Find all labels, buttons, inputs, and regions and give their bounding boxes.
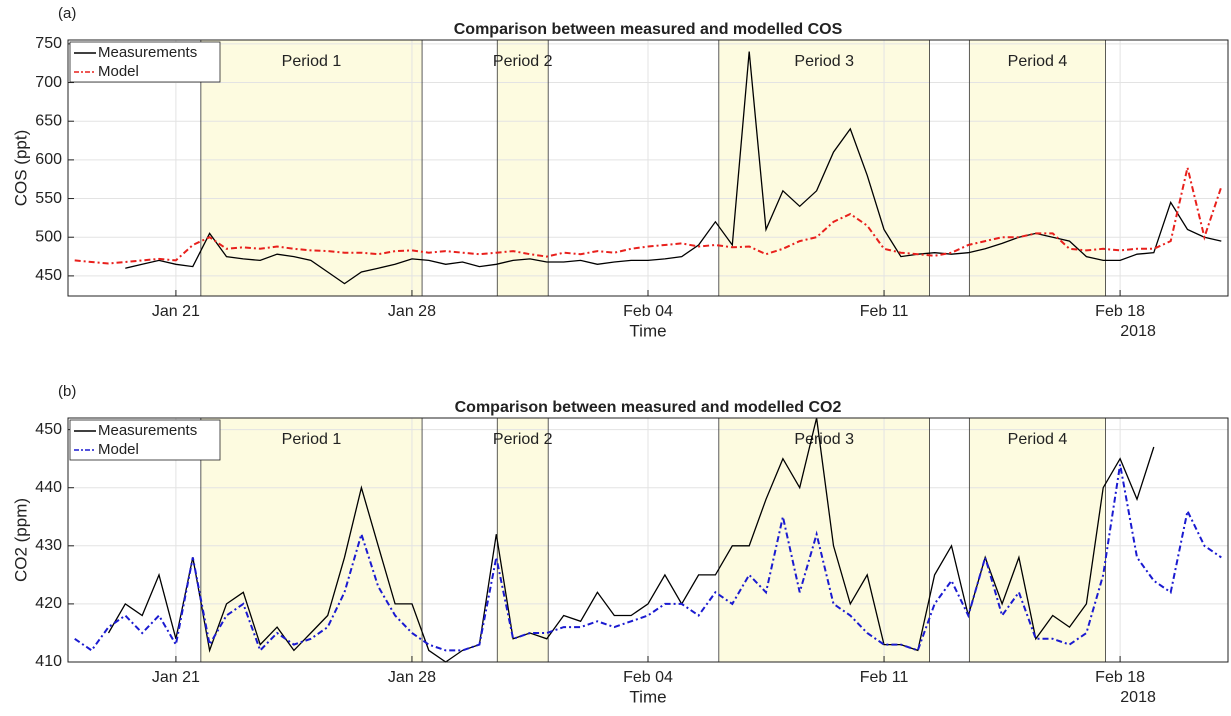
y-tick-label: 410 <box>35 653 62 670</box>
y-tick-label: 700 <box>35 74 62 91</box>
period-region <box>718 40 930 296</box>
y-tick-label: 750 <box>35 35 62 52</box>
x-tick-label: Jan 28 <box>388 303 436 320</box>
y-axis-label: COS (ppt) <box>11 130 30 207</box>
chart-title: Comparison between measured and modelled… <box>455 399 842 416</box>
x-year-label: 2018 <box>1120 323 1156 340</box>
period-label: Period 1 <box>282 431 342 448</box>
panel-label: (a) <box>58 5 76 22</box>
x-tick-label: Feb 11 <box>860 303 909 320</box>
x-tick-label: Jan 21 <box>152 669 200 686</box>
x-tick-label: Feb 11 <box>860 669 909 686</box>
legend-label: Measurements <box>98 422 197 439</box>
period-region <box>497 40 549 296</box>
period-label: Period 3 <box>794 431 854 448</box>
panel: (a) Comparison between measured and model… <box>11 5 1229 340</box>
y-tick-label: 600 <box>35 151 62 168</box>
x-tick-label: Feb 04 <box>623 303 673 320</box>
legend-box <box>69 419 221 461</box>
panel-label: (b) <box>58 383 76 400</box>
series-line <box>74 464 1222 653</box>
legend-label: Model <box>98 441 139 458</box>
period-region <box>969 40 1106 296</box>
period-label: Period 2 <box>493 431 553 448</box>
y-tick-label: 650 <box>35 112 62 129</box>
x-tick-label: Feb 18 <box>1095 669 1145 686</box>
x-tick-label: Feb 18 <box>1095 303 1145 320</box>
y-tick-label: 450 <box>35 267 62 284</box>
x-axis-label: Time <box>629 321 666 340</box>
y-axis-label: CO2 (ppm) <box>11 498 30 582</box>
panel: (b) Comparison between measured and model… <box>11 383 1229 706</box>
y-tick-label: 550 <box>35 190 62 207</box>
y-tick-label: 420 <box>35 595 62 612</box>
x-tick-label: Feb 04 <box>623 669 673 686</box>
period-label: Period 4 <box>1008 53 1068 70</box>
period-label: Period 2 <box>493 53 553 70</box>
period-region <box>718 418 930 662</box>
y-tick-label: 450 <box>35 421 62 438</box>
x-tick-label: Jan 28 <box>388 669 436 686</box>
period-label: Period 1 <box>282 53 342 70</box>
period-label: Period 3 <box>794 53 854 70</box>
legend-label: Measurements <box>98 44 197 61</box>
period-label: Period 4 <box>1008 431 1068 448</box>
x-axis-label: Time <box>629 687 666 706</box>
legend-box <box>69 41 221 83</box>
period-region <box>200 418 423 662</box>
legend-label: Model <box>98 63 139 80</box>
x-year-label: 2018 <box>1120 689 1156 706</box>
chart-title: Comparison between measured and modelled… <box>454 21 843 38</box>
y-tick-label: 430 <box>35 537 62 554</box>
y-tick-label: 500 <box>35 228 62 245</box>
period-region <box>497 418 549 662</box>
y-tick-label: 440 <box>35 479 62 496</box>
period-region <box>969 418 1106 662</box>
x-tick-label: Jan 21 <box>152 303 200 320</box>
series-line <box>74 167 1223 265</box>
